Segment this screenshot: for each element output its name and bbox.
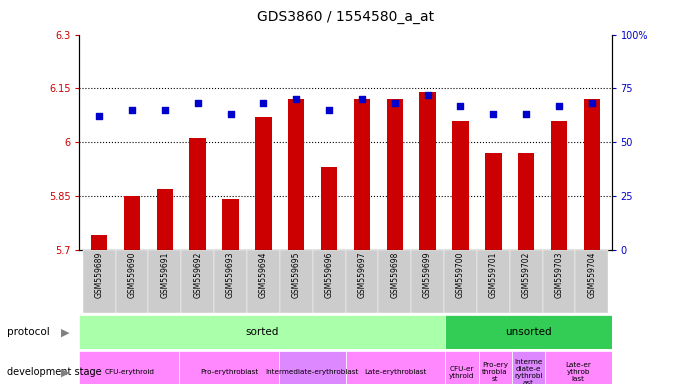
Point xyxy=(455,103,466,109)
Bar xyxy=(149,250,181,313)
Point xyxy=(94,113,105,119)
Bar xyxy=(247,250,280,313)
Text: Late-erythroblast: Late-erythroblast xyxy=(364,369,426,376)
Bar xyxy=(312,250,346,313)
Bar xyxy=(214,250,247,313)
Text: GSM559697: GSM559697 xyxy=(357,252,366,298)
Text: Pro-erythroblast: Pro-erythroblast xyxy=(200,369,258,376)
Bar xyxy=(379,250,411,313)
Bar xyxy=(280,250,312,313)
Text: GSM559698: GSM559698 xyxy=(390,252,399,298)
Text: ▶: ▶ xyxy=(61,367,70,377)
Bar xyxy=(512,351,545,384)
Bar xyxy=(255,117,272,250)
Bar xyxy=(477,250,510,313)
Text: GSM559700: GSM559700 xyxy=(456,252,465,298)
Text: development stage: development stage xyxy=(7,367,102,377)
Bar xyxy=(189,139,206,250)
Text: GDS3860 / 1554580_a_at: GDS3860 / 1554580_a_at xyxy=(257,10,434,23)
Bar xyxy=(452,121,468,250)
Bar xyxy=(445,351,478,384)
Point xyxy=(422,92,433,98)
Text: GSM559692: GSM559692 xyxy=(193,252,202,298)
Bar xyxy=(115,250,149,313)
Point xyxy=(586,100,597,106)
Bar xyxy=(510,250,542,313)
Text: CFU-erythroid: CFU-erythroid xyxy=(104,369,154,376)
Bar xyxy=(346,250,379,313)
Text: CFU-er
ythroid: CFU-er ythroid xyxy=(449,366,475,379)
Point xyxy=(291,96,302,102)
Text: protocol: protocol xyxy=(7,327,50,337)
Bar xyxy=(288,99,305,250)
Bar xyxy=(83,250,115,313)
Text: Intermediate-erythroblast: Intermediate-erythroblast xyxy=(265,369,359,376)
Bar xyxy=(485,153,502,250)
Point xyxy=(192,100,203,106)
Point xyxy=(160,107,171,113)
Bar xyxy=(444,250,477,313)
Text: GSM559699: GSM559699 xyxy=(423,252,432,298)
Text: GSM559691: GSM559691 xyxy=(160,252,169,298)
Bar xyxy=(584,99,600,250)
Bar xyxy=(411,250,444,313)
Bar xyxy=(576,250,608,313)
Bar xyxy=(518,153,534,250)
Bar xyxy=(91,235,107,250)
Bar xyxy=(419,92,436,250)
Point xyxy=(258,100,269,106)
Text: GSM559704: GSM559704 xyxy=(587,252,596,298)
Text: GSM559695: GSM559695 xyxy=(292,252,301,298)
Point xyxy=(553,103,565,109)
Bar xyxy=(386,99,403,250)
Bar xyxy=(346,351,445,384)
Point xyxy=(126,107,138,113)
Bar xyxy=(181,250,214,313)
Text: unsorted: unsorted xyxy=(505,327,551,337)
Bar xyxy=(79,315,445,349)
Text: GSM559693: GSM559693 xyxy=(226,252,235,298)
Bar xyxy=(279,351,346,384)
Text: Late-er
ythrob
last: Late-er ythrob last xyxy=(565,362,591,382)
Point xyxy=(323,107,334,113)
Bar xyxy=(157,189,173,250)
Text: sorted: sorted xyxy=(246,327,279,337)
Point xyxy=(225,111,236,117)
Point xyxy=(389,100,400,106)
Text: GSM559701: GSM559701 xyxy=(489,252,498,298)
Text: GSM559696: GSM559696 xyxy=(325,252,334,298)
Bar xyxy=(445,315,612,349)
Text: GSM559702: GSM559702 xyxy=(522,252,531,298)
Text: GSM559703: GSM559703 xyxy=(554,252,563,298)
Text: Pro-ery
throbla
st: Pro-ery throbla st xyxy=(482,362,508,382)
Point xyxy=(357,96,368,102)
Text: GSM559689: GSM559689 xyxy=(95,252,104,298)
Bar xyxy=(321,167,337,250)
Bar xyxy=(124,196,140,250)
Text: Interme
diate-e
rythrobl
ast: Interme diate-e rythrobl ast xyxy=(514,359,542,384)
Text: GSM559694: GSM559694 xyxy=(259,252,268,298)
Text: ▶: ▶ xyxy=(61,327,70,337)
Bar xyxy=(179,351,279,384)
Bar xyxy=(542,250,576,313)
Point xyxy=(488,111,499,117)
Text: GSM559690: GSM559690 xyxy=(128,252,137,298)
Bar xyxy=(354,99,370,250)
Bar xyxy=(478,351,512,384)
Bar xyxy=(223,199,239,250)
Bar xyxy=(551,121,567,250)
Bar xyxy=(79,351,179,384)
Bar xyxy=(545,351,612,384)
Point xyxy=(520,111,531,117)
